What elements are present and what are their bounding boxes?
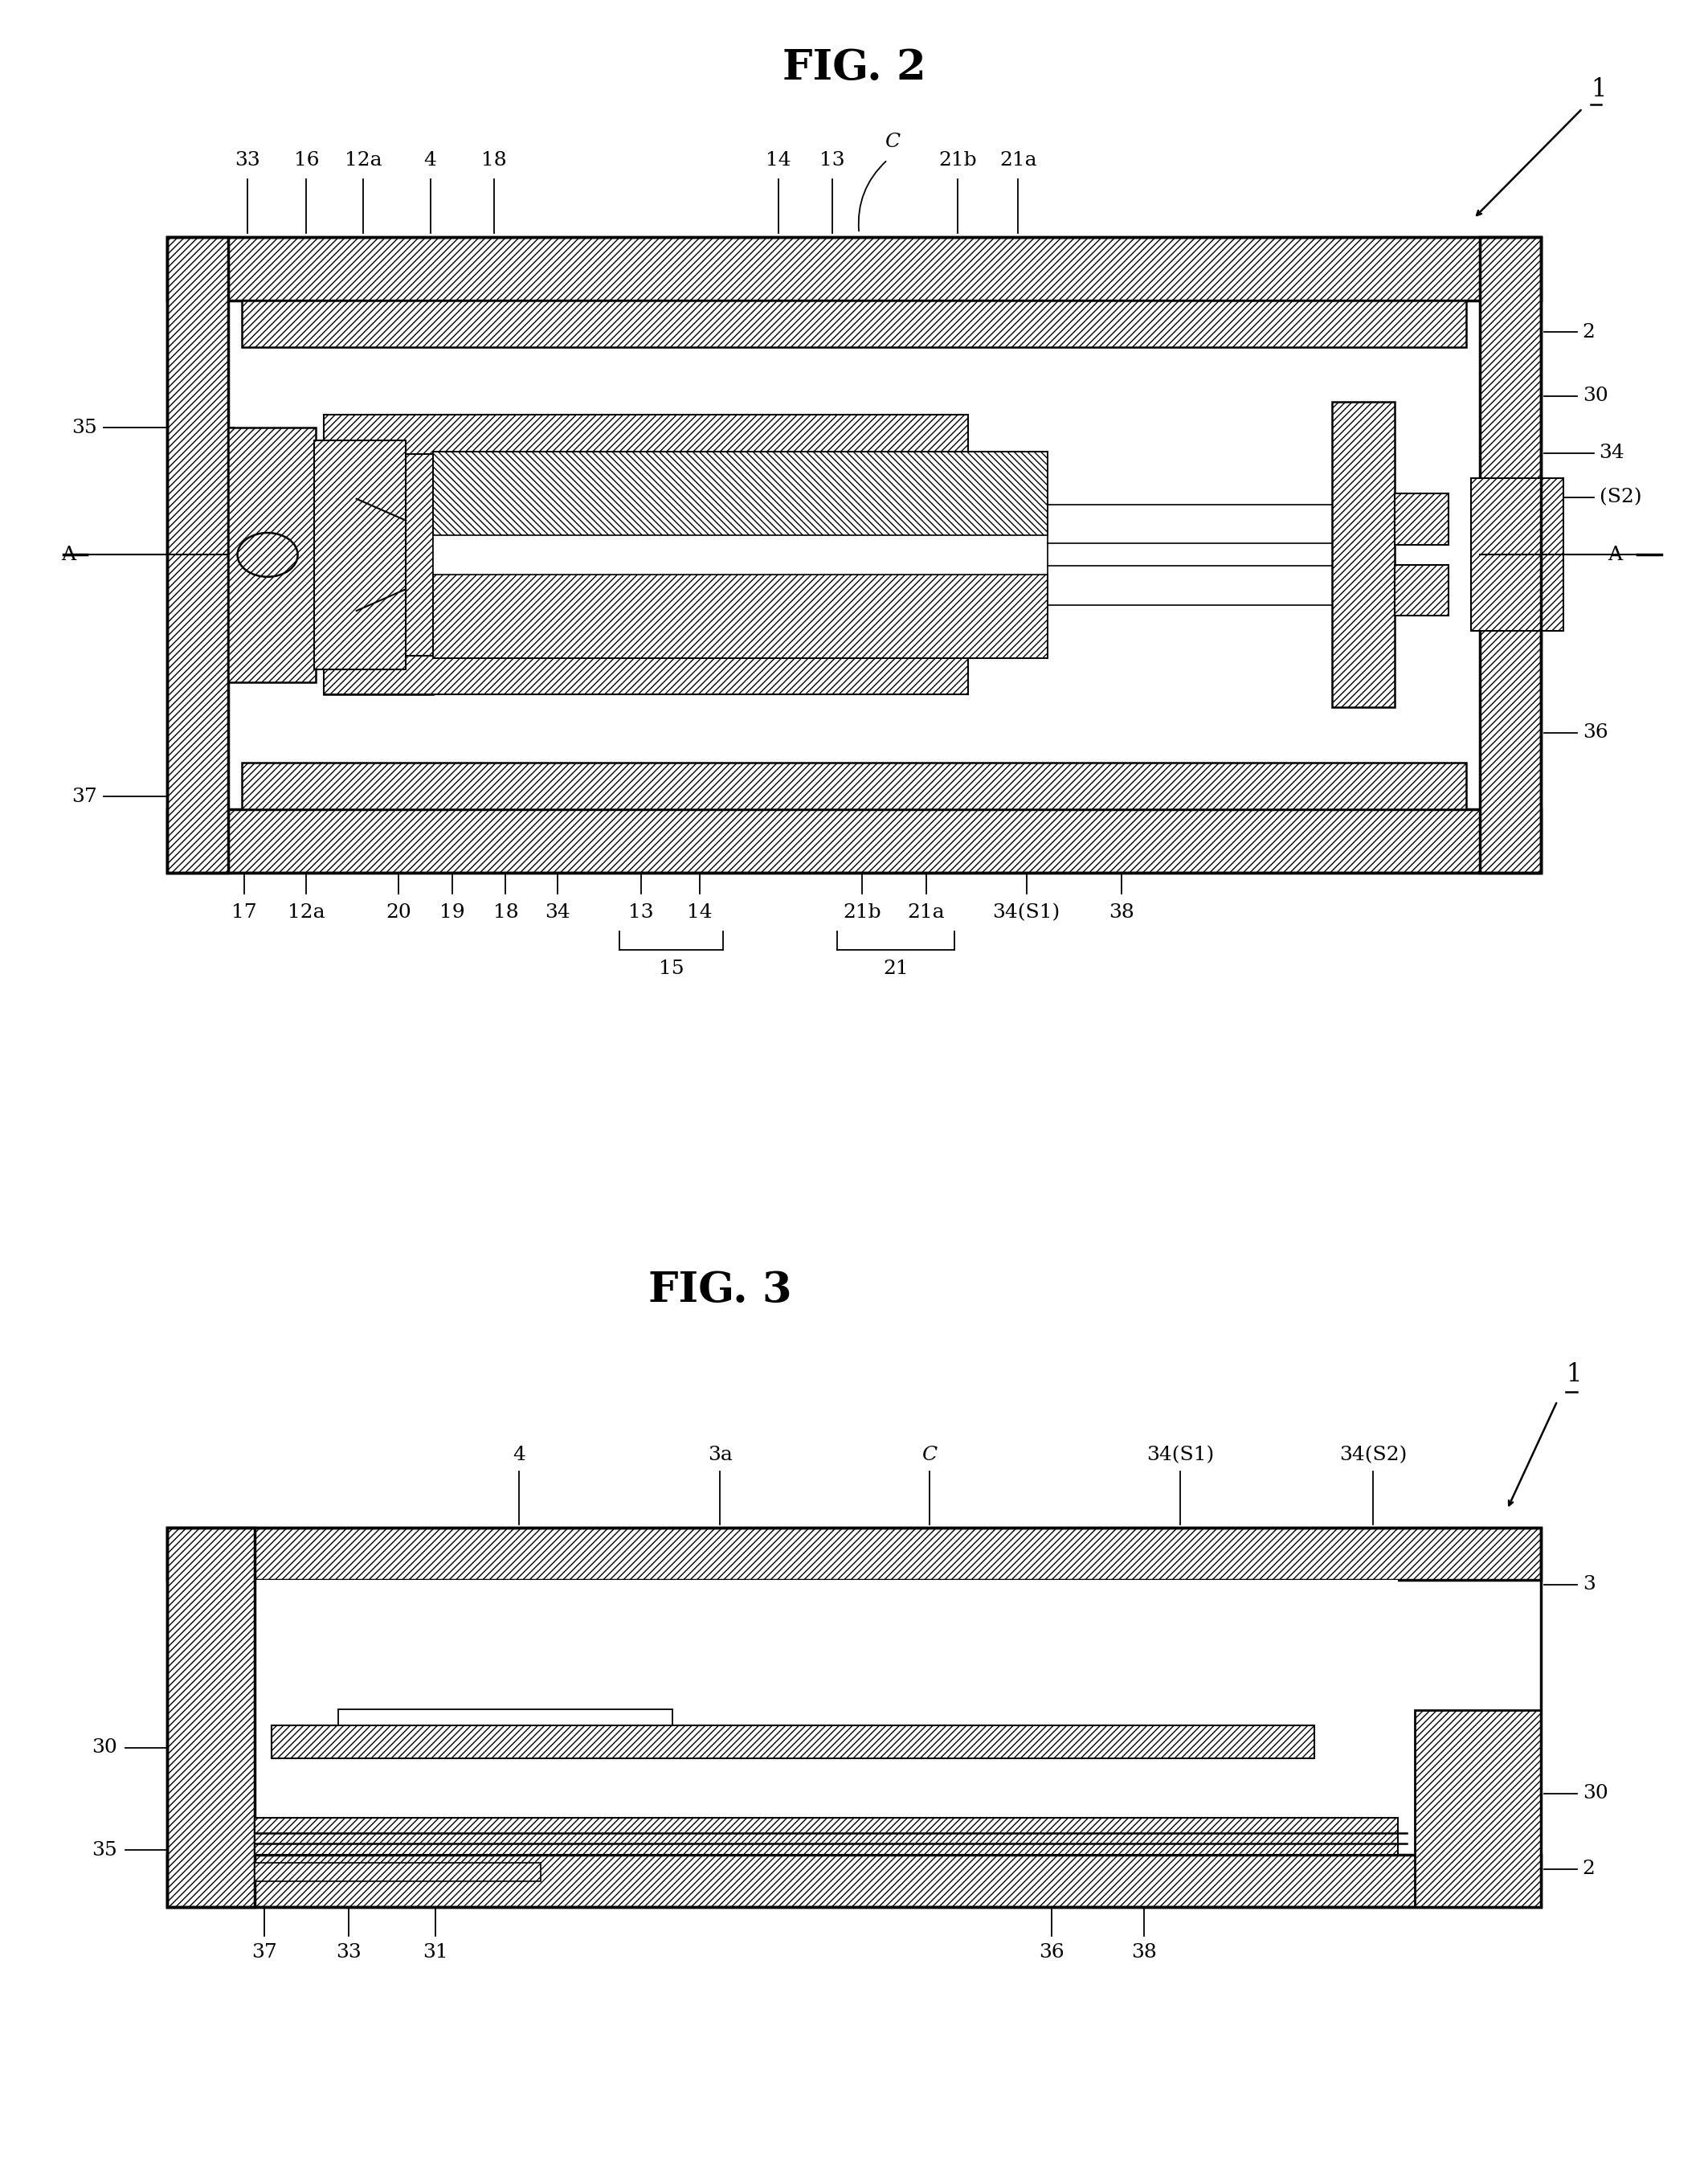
Text: 14: 14 bbox=[765, 150, 791, 170]
Bar bbox=[314, 440, 407, 668]
Bar bbox=[167, 237, 229, 873]
Text: 35: 35 bbox=[92, 1842, 118, 1859]
Text: 36: 36 bbox=[1038, 1944, 1064, 1961]
Bar bbox=[229, 427, 316, 681]
Text: (S2): (S2) bbox=[1599, 488, 1641, 507]
Text: C: C bbox=[922, 1446, 938, 1465]
Text: FIG. 3: FIG. 3 bbox=[649, 1269, 793, 1311]
Text: 18: 18 bbox=[482, 150, 507, 170]
Text: 18: 18 bbox=[494, 903, 519, 921]
Bar bbox=[1414, 1709, 1541, 1907]
Bar bbox=[1479, 586, 1541, 873]
Bar bbox=[243, 762, 1465, 810]
Text: 4: 4 bbox=[424, 150, 437, 170]
Bar bbox=[167, 1855, 1541, 1907]
Text: 15: 15 bbox=[659, 960, 685, 977]
Bar bbox=[167, 1528, 1541, 1907]
Text: 17: 17 bbox=[232, 903, 258, 921]
Bar bbox=[325, 416, 968, 455]
Text: 14: 14 bbox=[687, 903, 712, 921]
Text: 31: 31 bbox=[422, 1944, 447, 1961]
Text: 37: 37 bbox=[251, 1944, 277, 1961]
Bar bbox=[167, 1528, 254, 1907]
Text: 34: 34 bbox=[1599, 444, 1624, 462]
Bar bbox=[325, 416, 432, 694]
Text: 21a: 21a bbox=[999, 150, 1037, 170]
Text: 1: 1 bbox=[1590, 78, 1607, 102]
Bar bbox=[1332, 403, 1395, 708]
Text: 3: 3 bbox=[1582, 1576, 1595, 1594]
Text: 35: 35 bbox=[72, 418, 97, 438]
Text: 38: 38 bbox=[1108, 903, 1134, 921]
Bar bbox=[272, 1726, 1315, 1759]
Text: C: C bbox=[885, 133, 900, 150]
Text: 21b: 21b bbox=[939, 150, 977, 170]
Text: 2: 2 bbox=[1582, 322, 1595, 342]
Text: A: A bbox=[61, 546, 75, 564]
Bar bbox=[338, 1709, 673, 1726]
Bar bbox=[254, 1581, 1399, 1818]
Bar bbox=[243, 300, 1465, 346]
Bar bbox=[243, 346, 1465, 762]
Text: 38: 38 bbox=[1131, 1944, 1156, 1961]
Text: 37: 37 bbox=[72, 788, 97, 805]
Text: 20: 20 bbox=[386, 903, 412, 921]
Text: 19: 19 bbox=[439, 903, 465, 921]
Bar bbox=[167, 237, 1541, 300]
Text: 33: 33 bbox=[236, 150, 261, 170]
Text: 16: 16 bbox=[294, 150, 319, 170]
Text: 21b: 21b bbox=[844, 903, 881, 921]
Text: 34: 34 bbox=[545, 903, 570, 921]
Text: 12a: 12a bbox=[345, 150, 383, 170]
Text: 36: 36 bbox=[1582, 723, 1607, 742]
Text: 34(S1): 34(S1) bbox=[992, 903, 1061, 921]
Bar bbox=[254, 1864, 541, 1881]
Text: 2: 2 bbox=[1582, 1859, 1595, 1879]
Text: 3a: 3a bbox=[707, 1446, 733, 1465]
Bar bbox=[167, 237, 1541, 873]
Text: 4: 4 bbox=[512, 1446, 526, 1465]
Bar bbox=[432, 451, 1047, 536]
Bar bbox=[1395, 494, 1448, 544]
Bar bbox=[167, 810, 1541, 873]
Bar bbox=[254, 1818, 1399, 1855]
Text: 33: 33 bbox=[335, 1944, 360, 1961]
Text: 13: 13 bbox=[820, 150, 845, 170]
Text: FIG. 2: FIG. 2 bbox=[782, 48, 926, 89]
Text: 21: 21 bbox=[883, 960, 909, 977]
Text: 1: 1 bbox=[1566, 1363, 1582, 1387]
Bar bbox=[432, 451, 1047, 657]
Text: 30: 30 bbox=[1582, 1783, 1607, 1803]
Bar bbox=[325, 655, 968, 694]
Bar bbox=[432, 536, 1047, 575]
Text: 13: 13 bbox=[629, 903, 654, 921]
Bar bbox=[167, 1528, 1541, 1581]
Text: 30: 30 bbox=[1582, 388, 1607, 405]
Bar bbox=[1395, 566, 1448, 616]
Text: 34(S1): 34(S1) bbox=[1146, 1446, 1214, 1465]
Bar bbox=[1479, 237, 1541, 522]
Bar bbox=[1471, 479, 1563, 631]
Text: A: A bbox=[1607, 546, 1623, 564]
Bar bbox=[432, 575, 1047, 657]
Text: 30: 30 bbox=[92, 1739, 118, 1757]
Text: 21a: 21a bbox=[907, 903, 945, 921]
Text: 12a: 12a bbox=[287, 903, 325, 921]
Text: 34(S2): 34(S2) bbox=[1339, 1446, 1407, 1465]
